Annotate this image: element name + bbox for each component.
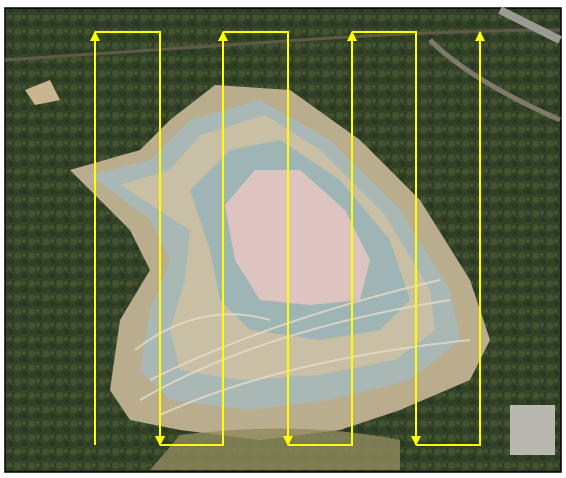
buildings <box>510 405 555 455</box>
field <box>150 428 400 470</box>
terrace-lines <box>134 279 471 416</box>
path-leg <box>416 31 485 446</box>
path-leg <box>288 31 357 446</box>
road <box>428 38 562 123</box>
path-leg <box>95 31 165 446</box>
clearing <box>25 80 60 105</box>
highway <box>498 6 562 44</box>
photo <box>4 6 562 473</box>
flight-path <box>90 31 485 446</box>
path-leg <box>352 31 421 446</box>
path-leg <box>160 31 228 446</box>
path-leg <box>223 31 293 446</box>
quarry-floor <box>225 170 370 305</box>
